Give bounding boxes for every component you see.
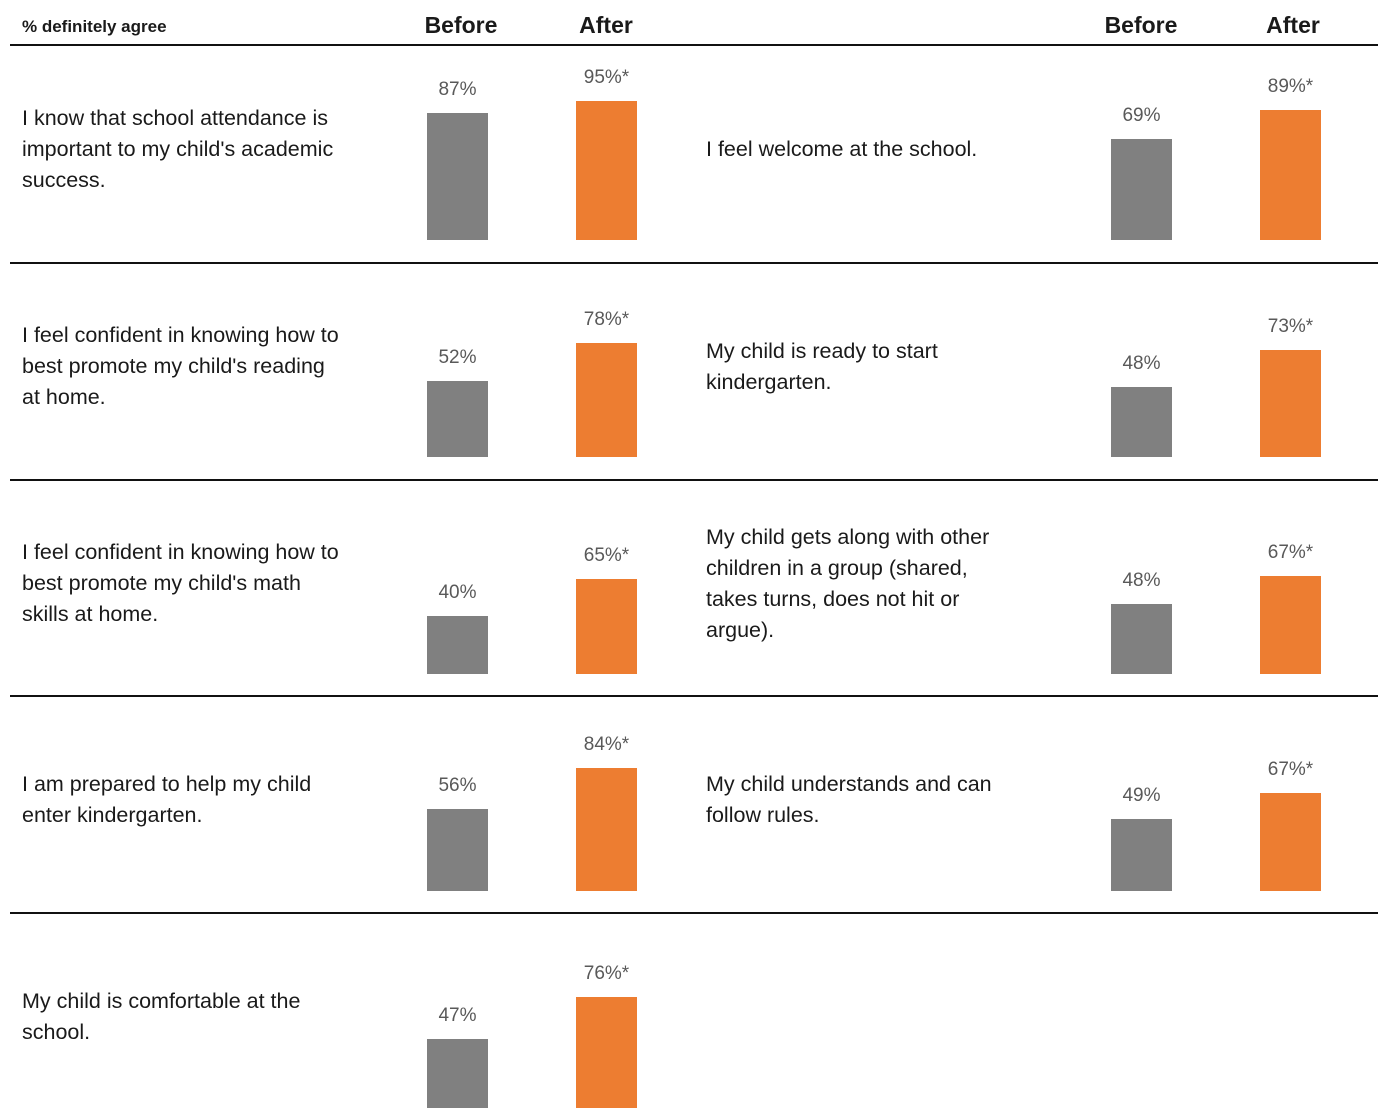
after-bar: [1260, 350, 1321, 457]
statement-text: I am prepared to help my child enter kin…: [22, 772, 312, 827]
after-value-label: 95%*: [583, 67, 630, 88]
before-header-right: Before: [1104, 12, 1178, 38]
after-bar: [1260, 793, 1321, 891]
before-bar: [427, 809, 488, 891]
statement-text: My child is ready to start kindergarten.: [706, 339, 938, 394]
after-value-label: 76%*: [583, 963, 630, 984]
statement-text: I feel confident in knowing how to best …: [22, 540, 339, 626]
header-rule: [10, 44, 1378, 46]
after-value-label: 84%*: [583, 734, 630, 755]
before-bar: [427, 113, 488, 240]
before-bar: [1111, 604, 1172, 674]
before-bar: [1111, 819, 1172, 891]
statement-text: My child gets along with other children …: [706, 525, 990, 642]
before-value-label: 48%: [1122, 570, 1161, 591]
row-divider: [10, 695, 1378, 697]
before-value-label: 56%: [438, 775, 477, 796]
before-value-label: 49%: [1122, 785, 1161, 806]
before-value-label: 48%: [1122, 353, 1161, 374]
before-value-label: 47%: [438, 1005, 477, 1026]
after-header-right: After: [1266, 12, 1320, 38]
after-bar: [576, 579, 637, 674]
before-bar: [427, 381, 488, 457]
before-value-label: 40%: [438, 582, 477, 603]
statement-text: I feel confident in knowing how to best …: [22, 323, 339, 409]
after-value-label: 67%*: [1267, 759, 1314, 780]
after-header-left: After: [579, 12, 633, 38]
after-bar: [576, 768, 637, 891]
after-bar: [1260, 110, 1321, 240]
after-bar: [576, 997, 637, 1108]
after-bar: [576, 101, 637, 240]
before-bar: [1111, 139, 1172, 240]
row-divider: [10, 479, 1378, 481]
row-divider: [10, 262, 1378, 264]
before-bar: [1111, 387, 1172, 457]
before-value-label: 52%: [438, 347, 477, 368]
statement-text: I know that school attendance is importa…: [22, 106, 334, 192]
before-value-label: 69%: [1122, 105, 1161, 126]
after-value-label: 73%*: [1267, 316, 1314, 337]
statement-text: I feel welcome at the school.: [706, 137, 978, 161]
after-bar: [1260, 576, 1321, 674]
row-divider: [10, 912, 1378, 914]
after-value-label: 65%*: [583, 545, 630, 566]
after-value-label: 78%*: [583, 309, 630, 330]
before-value-label: 87%: [438, 79, 477, 100]
statement-text: My child is comfortable at the school.: [22, 989, 301, 1044]
before-header-left: Before: [424, 12, 498, 38]
after-value-label: 89%*: [1267, 76, 1314, 97]
before-bar: [427, 1039, 488, 1108]
after-bar: [576, 343, 637, 457]
metric-label: % definitely agree: [22, 17, 167, 36]
after-value-label: 67%*: [1267, 542, 1314, 563]
statement-text: My child understands and can follow rule…: [706, 772, 992, 827]
before-bar: [427, 616, 488, 674]
